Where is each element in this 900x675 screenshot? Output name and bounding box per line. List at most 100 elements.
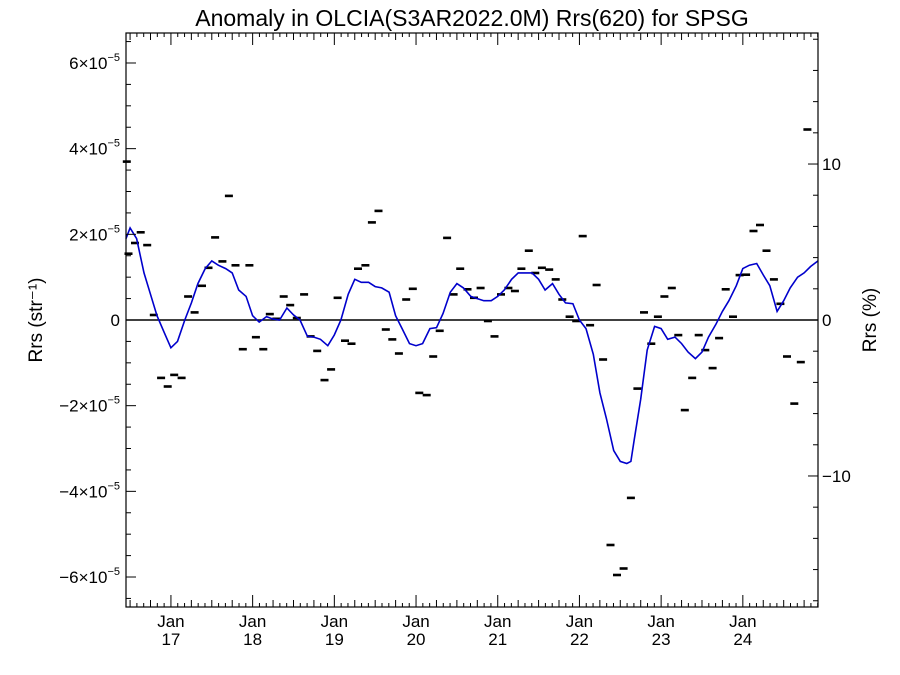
data-point-90 <box>729 315 737 318</box>
x-tick-label-month-4: Jan <box>484 612 511 631</box>
y-left-tick-mantissa: 2×10 <box>69 225 107 244</box>
data-point-2 <box>131 241 139 245</box>
data-point-97 <box>776 302 785 306</box>
y-left-tick-label-0: 6×10−5 <box>69 52 120 73</box>
x-tick-label-year-0: 17 <box>161 630 180 649</box>
x-tick-label-month-3: Jan <box>402 612 429 631</box>
data-point-22 <box>265 312 274 316</box>
y-left-tick-mantissa: −6×10 <box>59 568 107 587</box>
y-left-tick-label-5: −4×10−5 <box>59 480 120 501</box>
x-tick-label-month-7: Jan <box>729 612 756 631</box>
data-point-50 <box>456 267 465 270</box>
data-point-11 <box>190 311 199 314</box>
data-point-43 <box>408 287 417 291</box>
axes: 6×10−54×10−52×10−50−2×10−5−4×10−5−6×10−5… <box>59 33 851 649</box>
data-point-31 <box>327 368 336 371</box>
x-tick-label-month-1: Jan <box>239 612 266 631</box>
data-point-35 <box>354 267 362 270</box>
y-left-tick-label-6: −6×10−5 <box>59 566 120 587</box>
data-point-27 <box>300 293 309 296</box>
x-tick-label-month-5: Jan <box>566 612 593 631</box>
y-right-tick-label-1: 0 <box>822 311 831 330</box>
data-point-56 <box>497 293 505 296</box>
x-tick-label-year-5: 22 <box>570 630 589 649</box>
data-point-72 <box>606 543 615 547</box>
data-point-60 <box>524 249 533 252</box>
data-point-87 <box>708 366 717 370</box>
data-point-29 <box>313 349 322 353</box>
x-tick-label-year-4: 21 <box>488 630 507 649</box>
data-point-70 <box>592 283 601 287</box>
data-point-53 <box>476 286 485 290</box>
data-point-32 <box>333 296 342 300</box>
chart-title: Anomaly in OLCIA(S3AR2022.0M) Rrs(620) f… <box>195 5 748 31</box>
data-point-85 <box>694 333 703 337</box>
data-point-36 <box>361 264 370 267</box>
y-left-tick-exponent: −5 <box>107 223 120 235</box>
data-point-61 <box>531 271 540 275</box>
data-point-10 <box>184 295 193 298</box>
y-left-tick-mantissa: 6×10 <box>69 54 107 73</box>
data-point-57 <box>504 286 513 290</box>
x-tick-label-year-1: 18 <box>243 630 262 649</box>
data-point-34 <box>347 342 356 345</box>
data-point-95 <box>762 249 771 252</box>
data-point-37 <box>367 221 376 224</box>
x-tick-label-year-2: 19 <box>325 630 344 649</box>
data-point-51 <box>463 288 472 291</box>
y-left-tick-label-4: −2×10−5 <box>59 395 120 416</box>
data-point-69 <box>586 323 595 327</box>
data-point-17 <box>231 264 240 267</box>
data-point-81 <box>667 286 676 290</box>
y-left-tick-mantissa: −4×10 <box>59 482 107 501</box>
data-point-79 <box>653 315 662 318</box>
y-right-tick-label-0: 10 <box>822 155 841 174</box>
y-left-tick-label-3: 0 <box>111 311 120 330</box>
data-point-68 <box>578 234 587 238</box>
y-left-tick-mantissa: −2×10 <box>59 397 107 416</box>
data-point-25 <box>286 303 295 307</box>
data-point-20 <box>251 335 260 339</box>
data-point-75 <box>626 496 635 500</box>
data-point-84 <box>688 376 697 380</box>
data-point-100 <box>796 360 805 364</box>
data-point-78 <box>647 342 656 345</box>
series-line-1 <box>125 226 819 465</box>
data-point-8 <box>170 373 179 377</box>
data-point-5 <box>149 313 158 317</box>
data-point-4 <box>143 243 152 247</box>
x-tick-label-year-7: 24 <box>733 630 752 649</box>
data-point-80 <box>660 295 669 298</box>
data-point-64 <box>551 278 560 281</box>
data-point-19 <box>245 264 254 267</box>
data-point-16 <box>224 194 233 198</box>
data-point-92 <box>742 273 751 276</box>
y-axis-label-left: Rrs (str⁻¹) <box>26 278 47 363</box>
data-point-6 <box>157 376 166 380</box>
data-point-39 <box>381 328 390 331</box>
data-point-67 <box>572 319 581 323</box>
data-point-3 <box>136 231 145 234</box>
data-point-73 <box>613 573 621 577</box>
data-point-24 <box>279 295 288 298</box>
x-tick-label-month-0: Jan <box>157 612 184 631</box>
data-point-14 <box>211 236 220 239</box>
data-point-18 <box>238 347 247 351</box>
data-point-12 <box>198 284 206 288</box>
data-point-42 <box>402 298 411 301</box>
data-point-0 <box>122 160 131 163</box>
y-left-tick-label-1: 4×10−5 <box>69 138 120 159</box>
data-point-96 <box>769 278 778 281</box>
y-left-tick-exponent: −5 <box>107 566 120 578</box>
data-point-62 <box>537 266 546 270</box>
data-point-83 <box>680 408 689 412</box>
data-point-33 <box>341 339 349 342</box>
data-point-21 <box>259 347 268 351</box>
data-point-41 <box>394 352 403 355</box>
y-left-tick-exponent: −5 <box>107 138 120 150</box>
y-left-tick-exponent: −5 <box>107 395 120 407</box>
data-point-9 <box>177 376 186 380</box>
data-point-77 <box>640 311 648 314</box>
y-left-tick-label-2: 2×10−5 <box>69 223 120 244</box>
